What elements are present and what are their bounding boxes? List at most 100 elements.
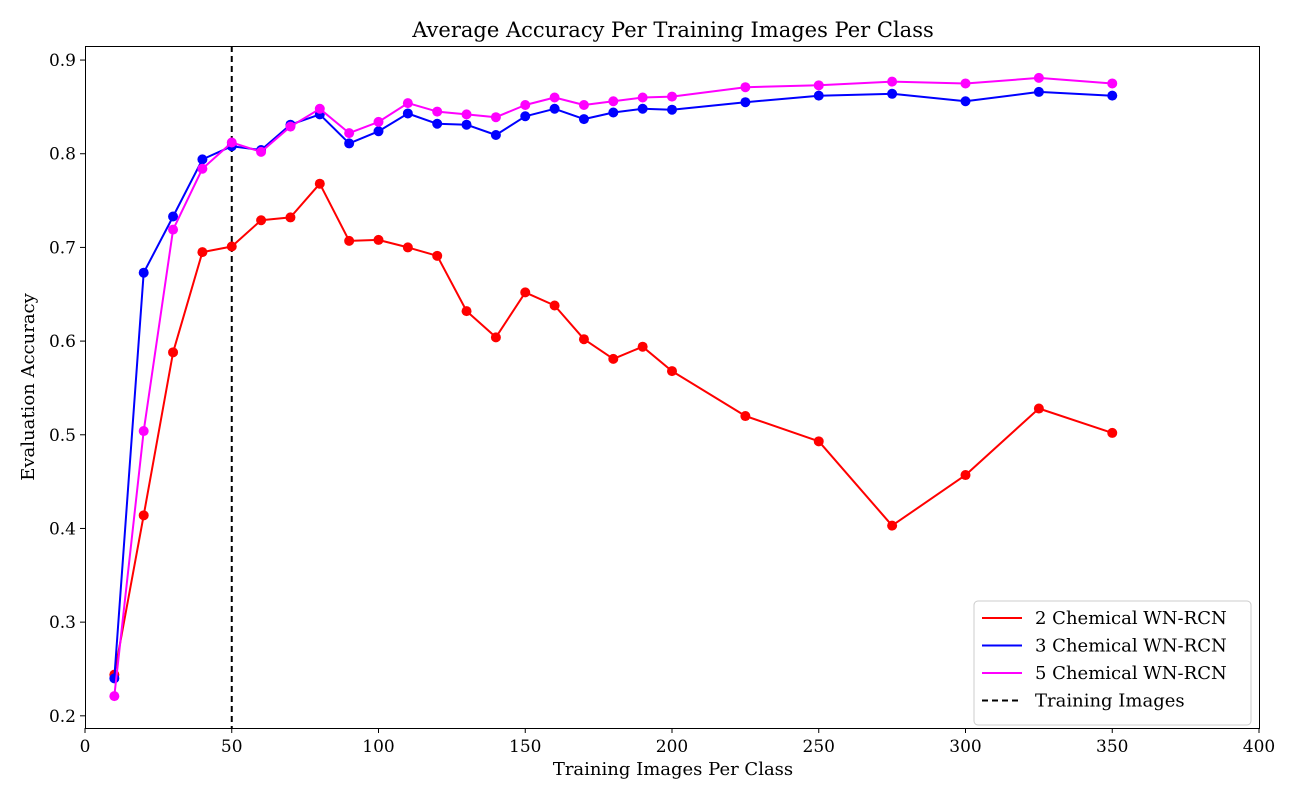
data-point [373, 116, 384, 127]
data-point [168, 224, 179, 235]
y-tick-label: 0.7 [49, 238, 76, 258]
data-point [461, 109, 472, 120]
data-point [608, 353, 619, 364]
series-line [113, 90, 1113, 679]
data-point [197, 154, 208, 165]
data-point [520, 100, 531, 111]
data-point [667, 104, 677, 115]
data-point [740, 97, 751, 108]
data-point [637, 341, 648, 352]
data-point [1033, 86, 1044, 97]
x-tick-label: 400 [1243, 737, 1275, 757]
data-point [490, 129, 501, 140]
data-point [637, 103, 648, 114]
data-point [813, 90, 824, 101]
data-point [813, 80, 824, 91]
y-tick-label: 0.5 [49, 426, 76, 446]
data-point [109, 673, 120, 684]
data-point [578, 114, 589, 125]
data-point [960, 78, 971, 89]
series-line [113, 76, 1113, 697]
y-tick-label: 0.6 [49, 332, 76, 352]
data-point [608, 96, 619, 107]
data-point [138, 510, 149, 521]
chart-title: Average Accuracy Per Training Images Per… [411, 18, 934, 42]
series-3 [109, 72, 1118, 702]
data-point [490, 112, 501, 123]
series-2 [109, 86, 1118, 684]
data-point [461, 306, 472, 317]
data-point [344, 128, 355, 139]
data-point [578, 100, 589, 111]
data-point [168, 347, 179, 358]
y-tick-label: 0.2 [49, 707, 76, 727]
legend-entry-label: 5 Chemical WN-RCN [1035, 663, 1227, 684]
data-point [197, 163, 208, 174]
data-point [226, 241, 237, 252]
data-point [285, 121, 296, 132]
data-point [608, 107, 619, 118]
data-point [314, 103, 325, 114]
data-point [887, 88, 898, 99]
data-point [887, 520, 898, 531]
x-tick-label: 100 [362, 737, 394, 757]
legend-entry-label: 2 Chemical WN-RCN [1035, 608, 1227, 629]
x-tick-label: 150 [509, 737, 541, 757]
data-point [138, 426, 149, 437]
data-point [138, 267, 149, 278]
y-tick-label: 0.4 [49, 519, 76, 539]
data-point [373, 126, 384, 137]
data-point [256, 146, 267, 157]
data-point [285, 212, 296, 223]
data-point [1033, 403, 1044, 414]
data-point [520, 287, 531, 298]
data-point [887, 76, 898, 87]
x-tick-label: 0 [80, 737, 91, 757]
y-tick-label: 0.3 [49, 613, 76, 633]
data-point [402, 108, 413, 119]
data-point [667, 91, 677, 102]
data-point [813, 436, 824, 447]
x-tick-label: 50 [221, 737, 243, 757]
data-point [960, 96, 971, 107]
x-tick-label: 250 [803, 737, 835, 757]
data-point [461, 119, 472, 130]
x-axis: 0 50 100 150 200 250 300 350 400 [80, 728, 1275, 757]
data-point [549, 92, 560, 103]
data-point [432, 106, 443, 117]
data-point [432, 118, 443, 129]
data-point [549, 103, 560, 114]
data-point [520, 111, 531, 122]
x-tick-label: 200 [656, 737, 688, 757]
data-point [578, 334, 589, 345]
series-line [113, 182, 1113, 675]
data-point [1033, 72, 1044, 83]
y-axis: 0.2 0.3 0.4 0.5 0.6 0.7 0.8 0.9 [49, 51, 85, 727]
y-tick-label: 0.8 [49, 145, 76, 165]
data-point [168, 211, 179, 222]
x-tick-label: 350 [1096, 737, 1128, 757]
data-point [256, 215, 267, 226]
legend: 2 Chemical WN-RCN 3 Chemical WN-RCN 5 Chem… [973, 600, 1252, 726]
data-point [667, 366, 677, 377]
data-point [1107, 427, 1118, 438]
data-point [314, 178, 325, 189]
data-point [1107, 78, 1118, 89]
data-point [1107, 90, 1118, 101]
data-point [637, 92, 648, 103]
data-point [402, 98, 413, 109]
data-point [960, 470, 971, 481]
data-point [490, 332, 501, 343]
data-point [740, 82, 751, 93]
data-point [549, 300, 560, 311]
series-1 [109, 178, 1118, 680]
legend-box [973, 600, 1252, 726]
data-point [109, 691, 120, 702]
y-axis-label: Evaluation Accuracy [18, 292, 39, 480]
legend-entry-label: Training Images [1035, 691, 1185, 712]
y-tick-label: 0.9 [49, 51, 76, 71]
data-point [197, 247, 208, 258]
data-point [344, 138, 355, 149]
data-point [226, 137, 237, 148]
